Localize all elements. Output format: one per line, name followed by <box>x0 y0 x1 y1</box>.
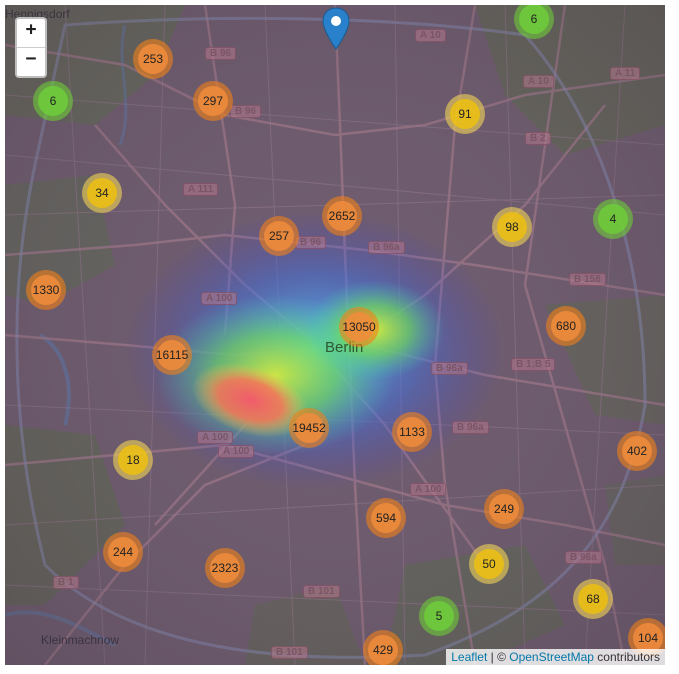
marker-cluster[interactable]: 34 <box>82 173 122 213</box>
cluster-count: 98 <box>497 212 527 242</box>
cluster-count: 2323 <box>210 553 240 583</box>
cluster-count: 2652 <box>327 201 357 231</box>
cluster-count: 6 <box>38 86 68 116</box>
road-label: A 100 <box>201 292 238 305</box>
road-label: B 96 <box>295 236 327 249</box>
attribution-suffix: contributors <box>593 650 660 664</box>
cluster-count: 1133 <box>397 417 427 447</box>
openstreetmap-link[interactable]: OpenStreetMap <box>509 650 594 664</box>
cluster-count: 257 <box>264 221 294 251</box>
road-label: B 1;B 5 <box>511 358 556 371</box>
marker-cluster[interactable]: 1133 <box>392 412 432 452</box>
road-label: B 96a <box>565 551 602 564</box>
zoom-control: + − <box>15 17 47 78</box>
town-label-kleinmachnow: Kleinmachnow <box>41 633 120 647</box>
marker-cluster[interactable]: 249 <box>484 489 524 529</box>
marker-cluster[interactable]: 68 <box>573 579 613 619</box>
road-label: B 1 <box>53 576 79 589</box>
road-label: B 101 <box>303 585 340 598</box>
marker-cluster[interactable]: 253 <box>133 39 173 79</box>
zoom-out-button[interactable]: − <box>17 47 45 76</box>
road-label: B 96a <box>368 241 405 254</box>
cluster-count: 5 <box>424 601 454 631</box>
zoom-in-button[interactable]: + <box>25 19 37 40</box>
cluster-count: 4 <box>598 204 628 234</box>
cluster-count: 91 <box>450 99 480 129</box>
marker-cluster[interactable]: 297 <box>193 81 233 121</box>
marker-cluster[interactable]: 2652 <box>322 196 362 236</box>
cluster-count: 68 <box>578 584 608 614</box>
marker-cluster[interactable]: 1330 <box>26 270 66 310</box>
marker-cluster[interactable]: 244 <box>103 532 143 572</box>
cluster-count: 18 <box>118 445 148 475</box>
road-label: B 101 <box>271 646 308 659</box>
marker-cluster[interactable]: 13050 <box>339 307 379 347</box>
marker-cluster[interactable]: 6 <box>33 81 73 121</box>
road-label: A 10 <box>523 75 554 88</box>
road-label: A 10 <box>415 29 446 42</box>
cluster-count: 402 <box>622 436 652 466</box>
leaflet-link[interactable]: Leaflet <box>451 650 488 664</box>
cluster-count: 1330 <box>31 275 61 305</box>
cluster-count: 297 <box>198 86 228 116</box>
marker-cluster[interactable]: 680 <box>546 306 586 346</box>
map-container[interactable]: B 96 B 96 A 10 A 10 A 11 B 2 A 111 B 96 … <box>5 5 665 665</box>
road-label: A 100 <box>218 445 255 458</box>
cluster-count: 6 <box>519 5 549 34</box>
cluster-count: 19452 <box>292 413 326 443</box>
marker-cluster[interactable]: 429 <box>363 630 403 665</box>
marker-cluster[interactable]: 5 <box>419 596 459 636</box>
road-label: B 96 <box>230 105 262 118</box>
marker-cluster[interactable]: 2323 <box>205 548 245 588</box>
cluster-count: 680 <box>551 311 581 341</box>
marker-cluster[interactable]: 19452 <box>289 408 329 448</box>
marker-cluster[interactable]: 91 <box>445 94 485 134</box>
map-attribution: Leaflet | © OpenStreetMap contributors <box>446 649 665 665</box>
marker-cluster[interactable]: 4 <box>593 199 633 239</box>
cluster-count: 13050 <box>342 312 376 342</box>
road-label: A 111 <box>183 183 219 196</box>
attribution-separator: | © <box>487 650 510 664</box>
cluster-count: 16115 <box>156 340 188 370</box>
marker-cluster[interactable]: 594 <box>366 498 406 538</box>
marker-cluster[interactable]: 16115 <box>152 335 192 375</box>
cluster-count: 253 <box>138 44 168 74</box>
road-label: B 96a <box>452 421 489 434</box>
cluster-count: 429 <box>368 635 398 665</box>
cluster-count: 50 <box>474 549 504 579</box>
marker-cluster[interactable]: 98 <box>492 207 532 247</box>
marker-cluster[interactable]: 18 <box>113 440 153 480</box>
road-label: A 11 <box>610 67 641 80</box>
cluster-count: 104 <box>633 623 663 653</box>
road-label: B 96 <box>205 47 237 60</box>
marker-cluster[interactable]: 402 <box>617 431 657 471</box>
marker-cluster[interactable]: 257 <box>259 216 299 256</box>
road-label: A 100 <box>197 431 234 444</box>
cluster-count: 594 <box>371 503 401 533</box>
road-label: A 100 <box>410 483 447 496</box>
cluster-count: 34 <box>87 178 117 208</box>
road-label: B 96a <box>431 362 468 375</box>
location-marker-icon[interactable] <box>321 7 351 51</box>
marker-cluster[interactable]: 50 <box>469 544 509 584</box>
road-label: B 2 <box>525 132 551 145</box>
cluster-count: 249 <box>489 494 519 524</box>
marker-cluster[interactable]: 6 <box>514 5 554 39</box>
road-label: B 158 <box>569 273 606 286</box>
cluster-count: 244 <box>108 537 138 567</box>
